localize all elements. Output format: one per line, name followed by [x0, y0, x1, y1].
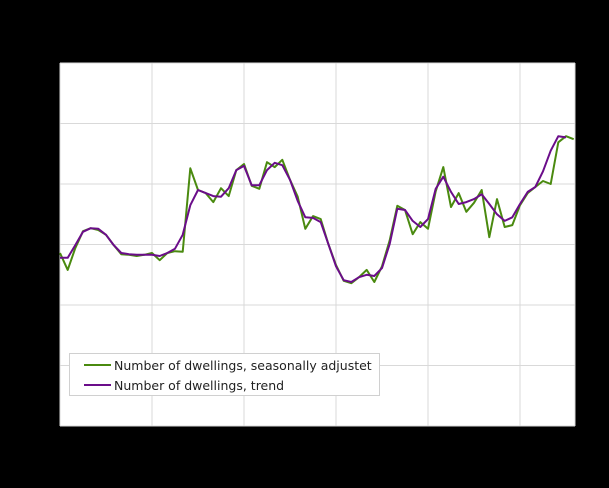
legend-label: Number of dwellings, seasonally adjustet [114, 357, 372, 373]
legend-item-trend[interactable]: Number of dwellings, trend [84, 376, 284, 394]
legend-label: Number of dwellings, trend [114, 377, 285, 393]
green-line-swatch-icon [84, 364, 111, 366]
data-series [59, 135, 575, 285]
chart-legend: Number of dwellings, seasonally adjustet… [69, 353, 380, 396]
purple-line-swatch-icon [84, 384, 111, 386]
legend-item-seasonally-adjusted[interactable]: Number of dwellings, seasonally adjustet [84, 356, 372, 374]
